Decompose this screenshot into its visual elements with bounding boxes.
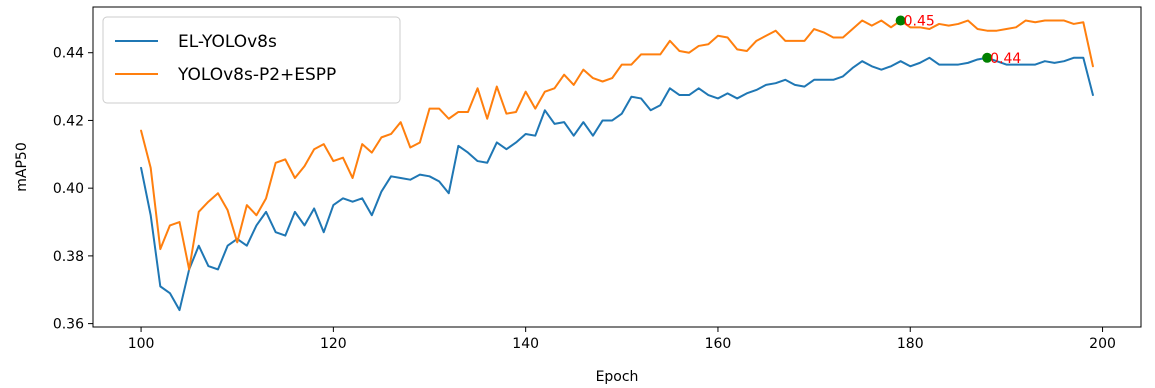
x-tick-label: 100 (128, 336, 155, 352)
legend: EL-YOLOv8s YOLOv8s-P2+ESPP (102, 16, 401, 104)
y-tick-label: 0.38 (53, 249, 84, 265)
plot-frame (92, 6, 1142, 328)
legend-entry-label: EL-YOLOv8s (178, 32, 277, 52)
legend-entry-label: YOLOv8s-P2+ESPP (177, 65, 336, 85)
series-layer (140, 19, 1094, 312)
annotation-label: 0.45 (904, 14, 935, 30)
annotations: 0.45 0.44 (895, 14, 1021, 67)
x-tick-label: 140 (512, 336, 539, 352)
annotation-label: 0.44 (990, 51, 1021, 67)
y-axis-label: mAP50 (14, 142, 30, 191)
x-axis-label: Epoch (596, 369, 639, 385)
series-line-0 (140, 56, 1094, 312)
x-tick-label: 200 (1089, 336, 1116, 352)
annotation-marker (895, 15, 906, 26)
y-tick-label: 0.44 (53, 46, 84, 62)
y-tick-label: 0.40 (53, 181, 84, 197)
x-tick-label: 160 (705, 336, 732, 352)
annotation-marker (982, 52, 993, 63)
axes: 100 120 140 160 180 200 0.36 0.38 0.40 0.42 0.44 (53, 6, 1142, 352)
y-tick-label: 0.36 (53, 317, 84, 333)
x-tick-label: 120 (320, 336, 347, 352)
legend-box (102, 16, 401, 104)
x-tick-label: 180 (897, 336, 924, 352)
series-line-1 (140, 19, 1094, 271)
y-tick-label: 0.42 (53, 113, 84, 129)
